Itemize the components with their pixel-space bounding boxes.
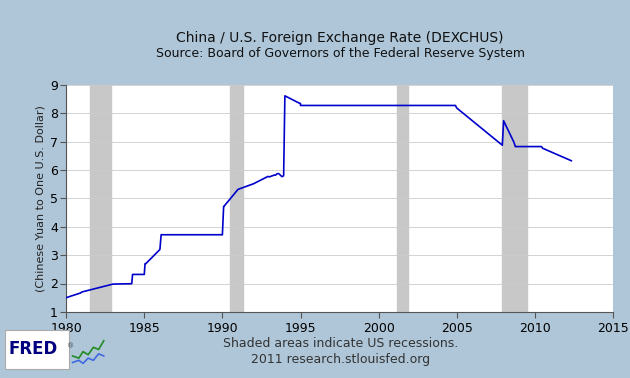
Y-axis label: (Chinese Yuan to One U.S. Dollar): (Chinese Yuan to One U.S. Dollar) [36,105,45,292]
Bar [230,85,243,312]
Text: Shaded areas indicate US recessions.: Shaded areas indicate US recessions. [222,337,458,350]
Bar [502,85,527,312]
FancyBboxPatch shape [5,330,69,369]
Bar [398,85,408,312]
Text: FRED: FRED [8,341,57,358]
Text: ®: ® [67,343,74,349]
Text: 2011 research.stlouisfed.org: 2011 research.stlouisfed.org [251,353,430,366]
Text: Source: Board of Governors of the Federal Reserve System: Source: Board of Governors of the Federa… [156,47,525,60]
Text: China / U.S. Foreign Exchange Rate (DEXCHUS): China / U.S. Foreign Exchange Rate (DEXC… [176,31,504,45]
Bar [89,85,112,312]
